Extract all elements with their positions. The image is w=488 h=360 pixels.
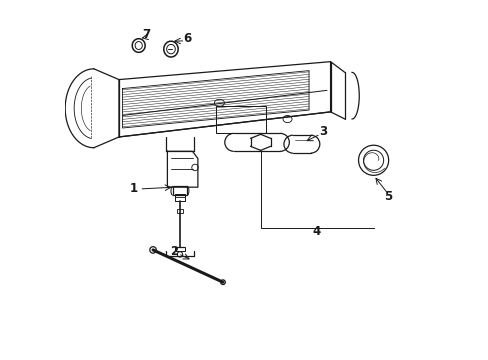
Bar — [215, 107, 265, 134]
Text: 3: 3 — [319, 125, 327, 138]
Text: 7: 7 — [142, 28, 150, 41]
Bar — [177, 209, 183, 213]
Bar — [174, 247, 185, 251]
Text: 6: 6 — [183, 32, 191, 45]
Bar — [174, 194, 185, 201]
Text: 5: 5 — [383, 190, 391, 203]
Bar — [172, 186, 187, 195]
Text: 4: 4 — [311, 225, 320, 238]
Text: 1: 1 — [129, 183, 137, 195]
Text: 2: 2 — [170, 245, 178, 258]
